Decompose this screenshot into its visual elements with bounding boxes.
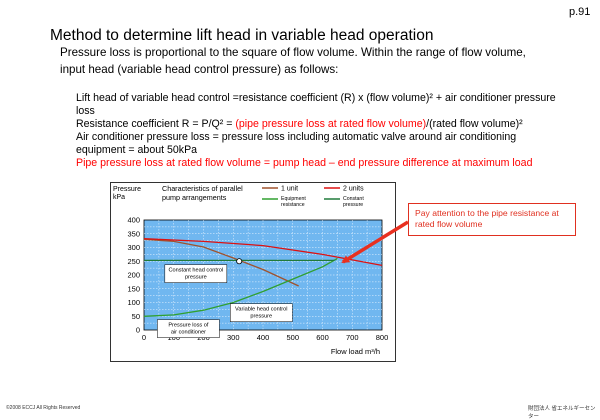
legend-label: resistance	[281, 202, 305, 208]
annotation-text: air conditioner	[171, 330, 206, 336]
formula-line: Air conditioner pressure loss = pressure…	[76, 131, 516, 144]
highlighted-text: (pipe pressure loss at rated flow volume…	[235, 118, 427, 130]
formula-text: equipment = about 50kPa	[76, 144, 198, 156]
x-tick-label: 700	[346, 333, 359, 342]
annotation-text: pressure	[185, 275, 207, 281]
annotation-text: Variable head control	[235, 307, 287, 313]
formula-line: Resistance coefficient R = P/Q² = (pipe …	[76, 118, 523, 131]
intro-line-1: Pressure loss is proportional to the squ…	[60, 46, 526, 59]
annotation-text: pressure	[250, 314, 272, 320]
annotation-box	[157, 319, 220, 338]
y-axis-label: Pressure	[113, 186, 141, 193]
annotation-text: Pressure loss of	[168, 323, 209, 329]
y-tick-label: 50	[132, 312, 140, 321]
operating-point-marker	[236, 258, 243, 265]
x-tick-label: 0	[142, 333, 146, 342]
series-line	[143, 257, 338, 317]
y-tick-label: 400	[127, 216, 140, 225]
annotation-text: Constant head control	[168, 268, 223, 274]
y-tick-label: 350	[127, 229, 140, 238]
formula-line: equipment = about 50kPa	[76, 144, 197, 157]
formula-text: loss	[76, 105, 95, 117]
legend-label: pressure	[343, 202, 363, 208]
x-tick-label: 300	[227, 333, 240, 342]
x-tick-label: 500	[286, 333, 299, 342]
y-tick-label: 150	[127, 284, 140, 293]
annotation-box	[164, 264, 228, 283]
annotation-box	[230, 303, 293, 322]
y-tick-label: 300	[127, 243, 140, 252]
y-tick-label: 250	[127, 257, 140, 266]
x-tick-label: 400	[257, 333, 270, 342]
series-line	[143, 238, 299, 287]
formula-text: /(rated flow volume)²	[426, 118, 523, 130]
copyright-text: ©2008 ECCJ All Rights Reserved	[6, 405, 81, 411]
x-tick-label: 800	[376, 333, 389, 342]
chart-title: Characteristics of parallel	[162, 184, 243, 193]
highlighted-text: Pipe pressure loss at rated flow volume …	[76, 157, 533, 169]
legend-label: Constant	[343, 196, 364, 202]
y-tick-label: 0	[136, 326, 140, 335]
organization-name: 財団法人 省エネルギーセンター	[528, 406, 596, 420]
chart-title: pump arrangements	[162, 193, 227, 202]
page-number: p.91	[569, 6, 591, 18]
formula-text: Resistance coefficient R = P/Q² =	[76, 118, 236, 130]
formula-line: loss	[76, 105, 95, 118]
y-tick-label: 100	[127, 298, 140, 307]
intro-line-2: input head (variable head control pressu…	[60, 63, 339, 76]
x-tick-label: 600	[316, 333, 329, 342]
legend-label: 2 units	[343, 186, 364, 193]
parallel-pump-chart: 0501001502002503003504000100200300400500…	[110, 182, 396, 362]
formula-text: Air conditioner pressure loss = pressure…	[76, 131, 517, 143]
callout-box: Pay attention to the pipe resistance at …	[408, 203, 576, 236]
y-axis-label: kPa	[113, 194, 125, 201]
legend-label: Equipment	[281, 196, 306, 202]
formula-line: Lift head of variable head control =resi…	[76, 92, 556, 105]
x-axis-label: Flow load m³/h	[331, 347, 380, 356]
legend-label: 1 unit	[281, 186, 298, 193]
y-tick-label: 200	[127, 271, 140, 280]
formula-text: Lift head of variable head control =resi…	[76, 92, 556, 104]
page-title: Method to determine lift head in variabl…	[50, 27, 434, 44]
formula-line: Pipe pressure loss at rated flow volume …	[76, 157, 532, 170]
